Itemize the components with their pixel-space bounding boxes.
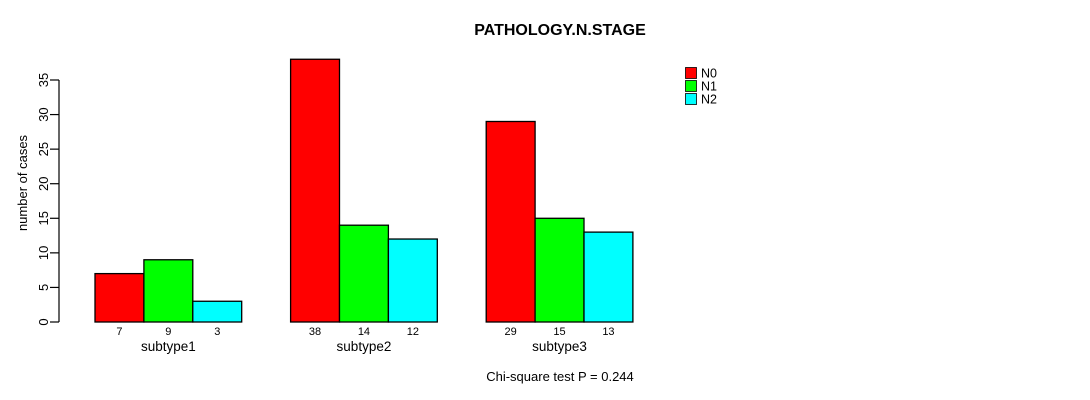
category-label-subtype3: subtype3	[532, 339, 587, 354]
y-axis-label: number of cases	[15, 134, 30, 231]
y-axis-tick-label: 25	[36, 142, 51, 156]
bar-value-label: 9	[165, 326, 171, 338]
bar-subtype1-n2	[192, 300, 243, 323]
bar-subtype1-n1	[143, 259, 194, 323]
bar-value-label: 14	[358, 326, 370, 338]
bar-value-label: 13	[602, 326, 614, 338]
legend-label-n2: N2	[701, 93, 717, 107]
y-axis-tick-label: 0	[36, 318, 51, 325]
bar-value-label: 15	[553, 326, 565, 338]
bar-value-label: 7	[116, 326, 122, 338]
bar-value-label: 3	[214, 326, 220, 338]
bar-subtype2-n1	[338, 224, 390, 323]
y-axis-tick-label: 10	[36, 246, 51, 260]
bar-subtype3-n0	[485, 120, 536, 323]
chart-title: PATHOLOGY.N.STAGE	[474, 22, 646, 39]
bar-value-label: 38	[309, 326, 321, 338]
legend-swatch-n1	[685, 80, 697, 92]
category-label-subtype2: subtype2	[337, 339, 392, 354]
bar-subtype3-n2	[583, 231, 634, 323]
legend-swatch-n0	[685, 67, 697, 79]
bar-subtype2-n2	[387, 238, 438, 323]
legend-swatch-n2	[685, 93, 697, 105]
y-axis-tick-label: 20	[36, 176, 51, 190]
category-label-subtype1: subtype1	[141, 339, 196, 354]
y-axis-tick-label: 5	[36, 284, 51, 291]
y-axis-tick-label: 35	[36, 73, 51, 87]
bar-value-label: 29	[505, 326, 517, 338]
legend-label-n1: N1	[701, 80, 717, 94]
bar-subtype2-n0	[289, 58, 341, 323]
bar-subtype3-n1	[534, 217, 585, 323]
chart-caption: Chi-square test P = 0.244	[486, 369, 634, 384]
legend-label-n0: N0	[701, 67, 717, 81]
bar-value-label: 12	[407, 326, 419, 338]
bar-subtype1-n0	[94, 272, 145, 323]
y-axis-tick-label: 30	[36, 107, 51, 121]
y-axis-tick-label: 15	[36, 211, 51, 225]
